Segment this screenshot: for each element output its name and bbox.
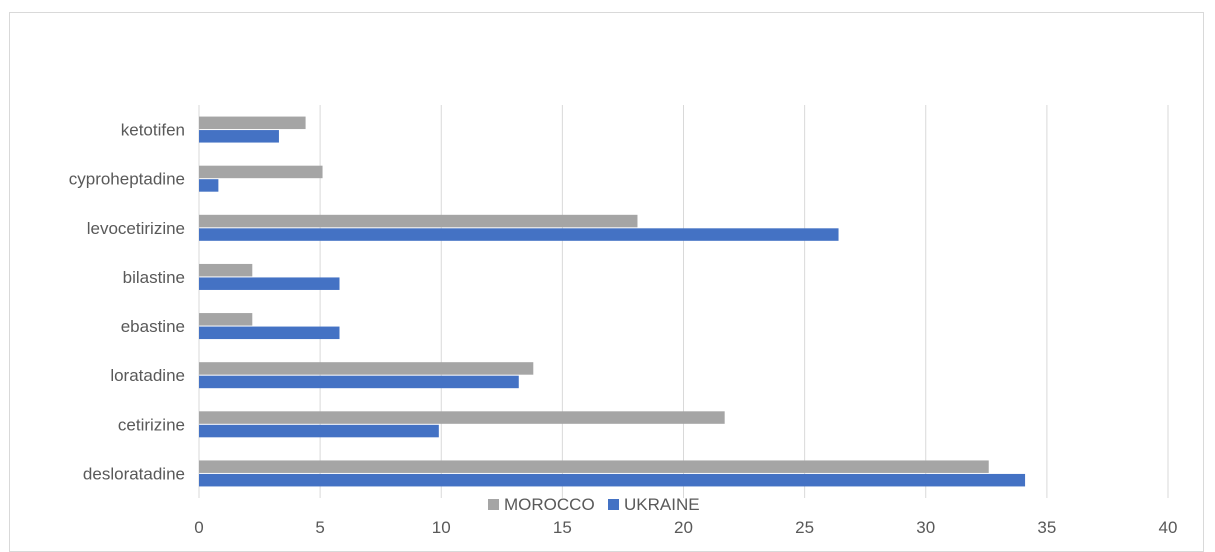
bar-ukraine-ebastine xyxy=(199,326,340,340)
x-tick-label: 35 xyxy=(1037,518,1056,537)
bar-morocco-bilastine xyxy=(199,263,253,277)
category-label: desloratadine xyxy=(83,464,185,483)
bar-morocco-ketotifen xyxy=(199,116,306,130)
bar-ukraine-levocetirizine xyxy=(199,228,839,241)
x-tick-label: 20 xyxy=(674,518,693,537)
x-tick-label: 0 xyxy=(194,518,203,537)
bar-ukraine-cetirizine xyxy=(199,424,439,438)
category-label: levocetirizine xyxy=(87,219,185,238)
category-labels: desloratadine cetirizine loratadine ebastin… xyxy=(69,121,185,484)
gridlines xyxy=(198,105,1169,498)
bar-morocco-desloratadine xyxy=(199,460,989,473)
category-label: bilastine xyxy=(123,268,185,287)
bar-ukraine-bilastine xyxy=(199,277,340,290)
x-tick-labels: 0 5 10 15 20 25 30 35 40 xyxy=(194,518,1177,537)
legend-label: MOROCCO xyxy=(504,495,595,514)
x-tick-label: 30 xyxy=(916,518,935,537)
x-tick-label: 40 xyxy=(1159,518,1178,537)
bar-morocco-cetirizine xyxy=(199,411,725,424)
bar-ukraine-ketotifen xyxy=(199,130,279,143)
category-label: loratadine xyxy=(110,366,185,385)
category-label: cetirizine xyxy=(118,415,185,434)
x-tick-label: 5 xyxy=(315,518,324,537)
legend-swatch-ukraine xyxy=(608,499,619,510)
bar-ukraine-cyproheptadine xyxy=(199,179,219,192)
category-label: ebastine xyxy=(121,317,185,336)
bar-morocco-ebastine xyxy=(199,313,253,326)
bar-ukraine-loratadine xyxy=(199,375,519,389)
x-tick-label: 10 xyxy=(432,518,451,537)
bar-chart: desloratadine cetirizine loratadine ebastin… xyxy=(69,105,1177,537)
bar-morocco-loratadine xyxy=(199,362,534,375)
bar-ukraine-desloratadine xyxy=(199,473,1026,487)
legend-label: UKRAINE xyxy=(624,495,700,514)
x-tick-label: 25 xyxy=(795,518,814,537)
bar-morocco-levocetirizine xyxy=(199,214,638,228)
category-label: cyproheptadine xyxy=(69,170,185,189)
legend-swatch-morocco xyxy=(488,499,499,510)
bar-morocco-cyproheptadine xyxy=(199,165,323,179)
bars xyxy=(199,116,1026,487)
legend: MOROCCO UKRAINE xyxy=(488,495,700,514)
category-label: ketotifen xyxy=(121,121,185,140)
x-tick-label: 15 xyxy=(553,518,572,537)
